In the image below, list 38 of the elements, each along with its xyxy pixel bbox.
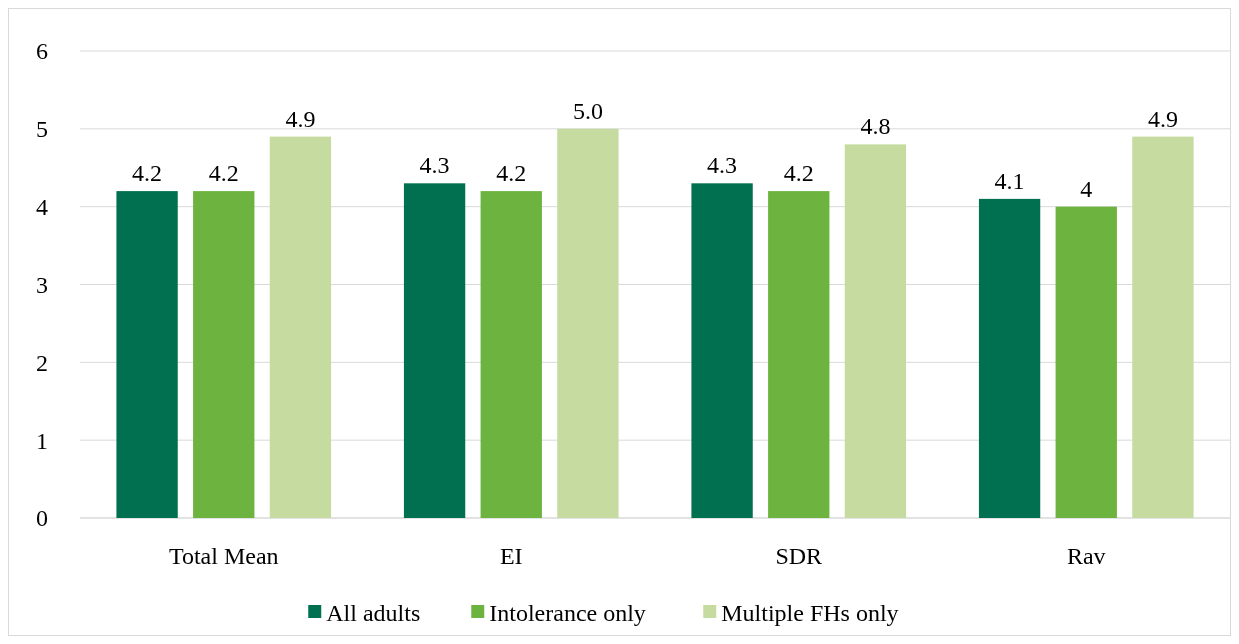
x-tick-label: Rav bbox=[1066, 543, 1106, 569]
bar bbox=[978, 198, 1041, 518]
data-label: 4.1 bbox=[994, 167, 1025, 194]
data-label: 5.0 bbox=[572, 97, 603, 124]
bar bbox=[557, 128, 619, 518]
bar bbox=[691, 183, 753, 518]
data-label: 4.2 bbox=[783, 160, 814, 187]
y-tick-label: 0 bbox=[36, 505, 48, 532]
y-tick-label: 2 bbox=[36, 349, 48, 376]
data-label: 4 bbox=[1080, 175, 1093, 202]
bar bbox=[403, 183, 466, 518]
bar bbox=[480, 191, 542, 518]
bar bbox=[768, 191, 830, 518]
legend-label: Intolerance only bbox=[489, 600, 646, 627]
bar bbox=[1055, 206, 1117, 518]
bar bbox=[269, 136, 332, 518]
legend-label: All adults bbox=[326, 600, 421, 627]
y-tick-label: 4 bbox=[36, 194, 48, 221]
x-tick-label: SDR bbox=[775, 543, 823, 569]
data-label: 4.2 bbox=[496, 160, 527, 187]
bar bbox=[193, 191, 255, 518]
data-label: 4.3 bbox=[707, 152, 738, 179]
bar bbox=[844, 144, 907, 518]
bar bbox=[116, 191, 178, 518]
data-label: 4.9 bbox=[285, 105, 316, 132]
data-label: 4.8 bbox=[860, 113, 891, 140]
data-label: 4.3 bbox=[419, 152, 450, 179]
y-tick-label: 1 bbox=[36, 427, 48, 454]
data-label: 4.2 bbox=[208, 160, 239, 187]
x-tick-label: Total Mean bbox=[168, 543, 279, 569]
data-label: 4.2 bbox=[132, 160, 163, 187]
x-tick-label: EI bbox=[499, 543, 523, 569]
bar bbox=[1132, 136, 1194, 518]
y-tick-label: 5 bbox=[36, 116, 48, 143]
y-tick-label: 3 bbox=[36, 271, 48, 298]
legend-label: Multiple FHs only bbox=[721, 600, 899, 627]
y-tick-label: 6 bbox=[36, 38, 48, 65]
data-label: 4.9 bbox=[1147, 105, 1178, 132]
